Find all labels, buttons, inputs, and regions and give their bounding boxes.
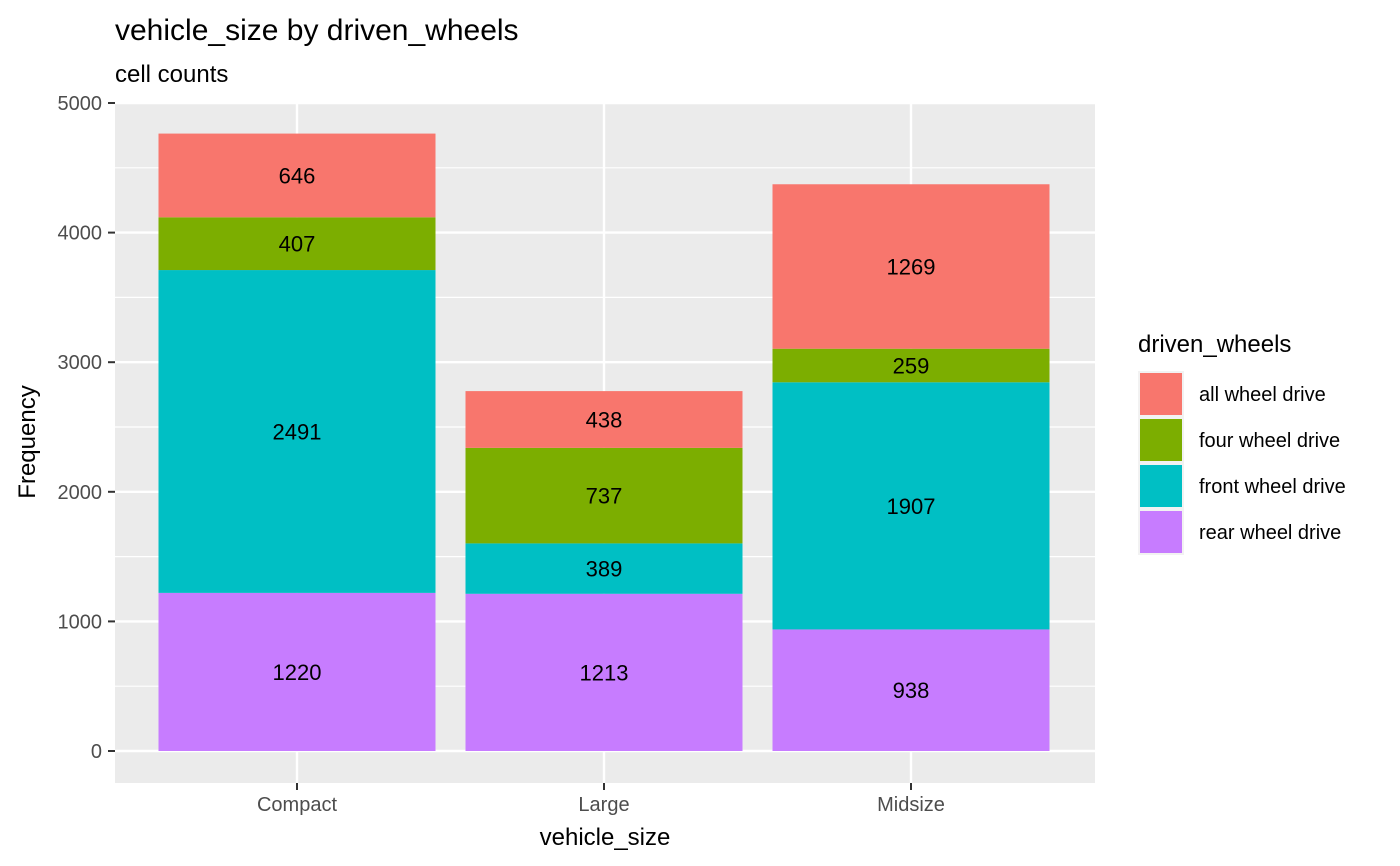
legend-swatch (1140, 511, 1182, 553)
legend-label: front wheel drive (1199, 476, 1346, 498)
legend-title: driven_wheels (1138, 331, 1291, 358)
data-label: 389 (586, 557, 623, 582)
legend-label: four wheel drive (1199, 430, 1340, 452)
bars: 1220 2491 407 646 1213 389 737 438 938 1907 259 126… (158, 133, 1050, 751)
data-label: 737 (586, 484, 623, 509)
legend-label: all wheel drive (1199, 384, 1326, 406)
x-tick-label: Midsize (877, 794, 945, 816)
data-label: 438 (586, 407, 623, 432)
y-tick-label: 2000 (58, 482, 103, 504)
legend: all wheel drive four wheel drive front whe… (1138, 371, 1346, 555)
x-axis-title: vehicle_size (540, 824, 671, 851)
y-tick-label: 1000 (58, 611, 103, 633)
bar-segment (465, 593, 743, 751)
legend-item: front wheel drive (1138, 463, 1346, 509)
data-label: 407 (279, 232, 316, 257)
bar-stack-large: 1213 389 737 438 (465, 391, 743, 751)
legend-swatch (1140, 373, 1182, 415)
data-label: 1907 (887, 494, 936, 519)
data-label: 259 (893, 354, 930, 379)
y-tick-label: 3000 (58, 352, 103, 374)
legend-item: all wheel drive (1138, 371, 1326, 417)
data-label: 2491 (273, 419, 322, 444)
bar-segment (772, 184, 1050, 349)
legend-item: rear wheel drive (1138, 509, 1341, 555)
bar-segment (465, 391, 743, 448)
legend-item: four wheel drive (1138, 417, 1340, 463)
bar-segment (158, 217, 436, 271)
bar-stack-midsize: 938 1907 259 1269 (772, 184, 1050, 751)
bar-segment (772, 382, 1050, 630)
bar-segment (465, 447, 743, 544)
y-tick-label: 5000 (58, 93, 103, 115)
data-label: 1213 (580, 660, 629, 685)
legend-swatch (1140, 465, 1182, 507)
bar-segment (772, 348, 1050, 383)
bar-segment (158, 133, 436, 218)
legend-label: rear wheel drive (1199, 522, 1341, 544)
bar-stack-compact: 1220 2491 407 646 (158, 133, 436, 751)
y-tick-label: 0 (91, 741, 102, 763)
y-axis-title: Frequency (14, 385, 41, 498)
x-tick-label: Compact (257, 794, 337, 816)
data-label: 646 (279, 163, 316, 188)
y-tick-label: 4000 (58, 223, 103, 245)
bar-segment (158, 592, 436, 751)
data-label: 1269 (887, 254, 936, 279)
legend-swatch (1140, 419, 1182, 461)
data-label: 1220 (273, 660, 322, 685)
x-axis: Compact Large Midsize (257, 783, 945, 816)
bar-segment (158, 270, 436, 593)
bar-segment (465, 543, 743, 594)
bar-segment (772, 629, 1050, 751)
chart-subtitle: cell counts (115, 61, 228, 88)
y-axis: 0 1000 2000 3000 4000 5000 (58, 93, 115, 763)
chart-title: vehicle_size by driven_wheels (115, 14, 519, 47)
data-label: 938 (893, 678, 930, 703)
x-tick-label: Large (578, 794, 629, 816)
